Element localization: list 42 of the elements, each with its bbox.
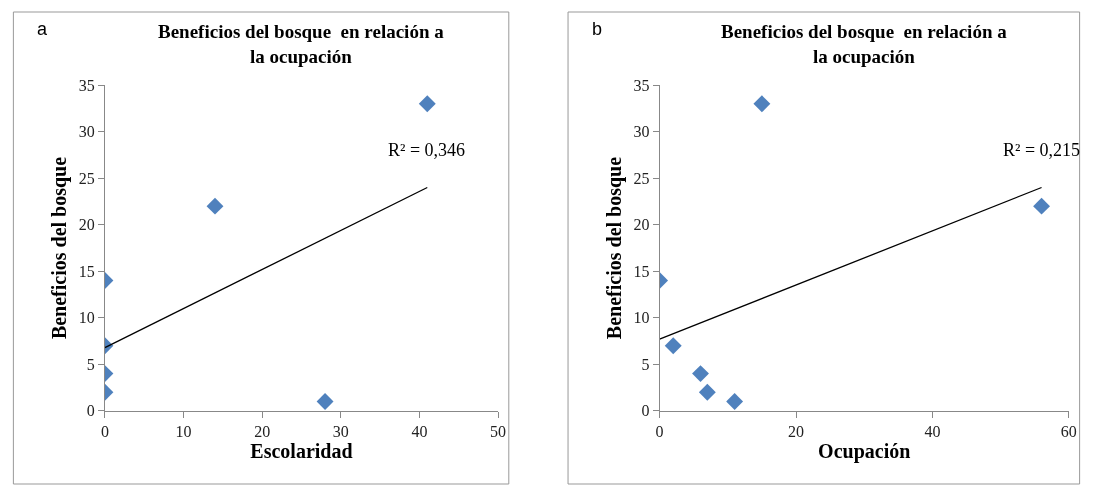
y-tick-label: 0 xyxy=(641,402,650,420)
point xyxy=(698,383,716,401)
y-tick-label: 30 xyxy=(633,123,650,141)
y-tick-label: 25 xyxy=(633,169,650,187)
y-tick-label: 5 xyxy=(641,355,650,373)
x-tick-label: 20 xyxy=(254,423,271,441)
y-axis-title: Beneficios del bosque xyxy=(602,156,626,340)
x-tick-label: 10 xyxy=(175,423,192,441)
x-tick-label: 50 xyxy=(490,423,507,441)
y-tick-label: 15 xyxy=(633,262,650,280)
chart-title: Beneficios del bosque en relación a la ocupación xyxy=(158,21,445,67)
x-tick-label: 0 xyxy=(655,423,664,441)
chart-title: Beneficios del bosque en relación a la ocupación xyxy=(721,21,1008,67)
x-axis-title: Ocupación xyxy=(818,439,911,463)
point xyxy=(726,393,744,410)
y-tick-label: 20 xyxy=(78,216,95,234)
point xyxy=(692,365,709,383)
x-tick-label: 60 xyxy=(1060,423,1077,441)
x-tick-label: 20 xyxy=(788,423,805,441)
point xyxy=(664,337,682,355)
point xyxy=(753,95,771,113)
y-tick-label: 10 xyxy=(78,309,95,327)
y-tick-label: 30 xyxy=(78,123,95,141)
y-tick-label: 25 xyxy=(78,169,95,187)
text: a xyxy=(37,19,48,39)
y-tick-label: 15 xyxy=(78,262,95,280)
point xyxy=(1033,197,1051,215)
text: b xyxy=(592,19,603,39)
y-tick-label: 10 xyxy=(633,309,650,327)
y-tick-label: 5 xyxy=(86,355,95,373)
x-tick-label: 40 xyxy=(924,423,941,441)
x-tick-label: 40 xyxy=(411,423,428,441)
y-tick-label: 0 xyxy=(86,402,95,420)
x-tick-label: 0 xyxy=(100,423,109,441)
annotation: R² = 0,215 xyxy=(1003,140,1081,160)
y-tick-label: 35 xyxy=(78,76,95,94)
y-axis-title: Beneficios del bosque xyxy=(48,156,72,340)
y-tick-label: 20 xyxy=(633,216,650,234)
x-axis-title: Escolaridad xyxy=(250,440,353,463)
annotation: R² = 0,346 xyxy=(388,140,466,160)
x-tick-label: 30 xyxy=(332,423,349,441)
y-tick-label: 35 xyxy=(633,76,650,94)
